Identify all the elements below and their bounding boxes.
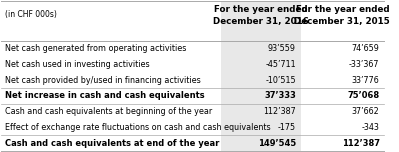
- Text: Net cash used in investing activities: Net cash used in investing activities: [4, 60, 149, 69]
- Text: Net cash generated from operating activities: Net cash generated from operating activi…: [4, 44, 186, 53]
- Text: 37’662: 37’662: [352, 107, 379, 116]
- Text: 149’545: 149’545: [258, 139, 296, 148]
- Text: For the year ended
December 31, 2016: For the year ended December 31, 2016: [213, 5, 309, 26]
- Text: 74’659: 74’659: [352, 44, 379, 53]
- Text: -343: -343: [361, 123, 379, 132]
- Text: -33’367: -33’367: [349, 60, 379, 69]
- Text: -10’515: -10’515: [265, 76, 296, 85]
- Text: 37’333: 37’333: [264, 92, 296, 100]
- Text: Cash and cash equivalents at beginning of the year: Cash and cash equivalents at beginning o…: [4, 107, 212, 116]
- Text: 33’776: 33’776: [352, 76, 379, 85]
- Text: 112’387: 112’387: [342, 139, 379, 148]
- Text: 75’068: 75’068: [348, 92, 379, 100]
- Bar: [221, 1, 300, 151]
- Text: Net cash provided by/used in financing activities: Net cash provided by/used in financing a…: [4, 76, 200, 85]
- Text: -45’711: -45’711: [265, 60, 296, 69]
- Text: Net increase in cash and cash equivalents: Net increase in cash and cash equivalent…: [4, 92, 204, 100]
- Text: Cash and cash equivalents at end of the year: Cash and cash equivalents at end of the …: [4, 139, 219, 148]
- Text: (in CHF 000s): (in CHF 000s): [4, 10, 56, 19]
- Text: -175: -175: [278, 123, 296, 132]
- Text: 93’559: 93’559: [268, 44, 296, 53]
- Text: For the year ended
December 31, 2015: For the year ended December 31, 2015: [294, 5, 390, 26]
- Text: 112’387: 112’387: [263, 107, 296, 116]
- Text: Effect of exchange rate fluctuations on cash and cash equivalents: Effect of exchange rate fluctuations on …: [4, 123, 270, 132]
